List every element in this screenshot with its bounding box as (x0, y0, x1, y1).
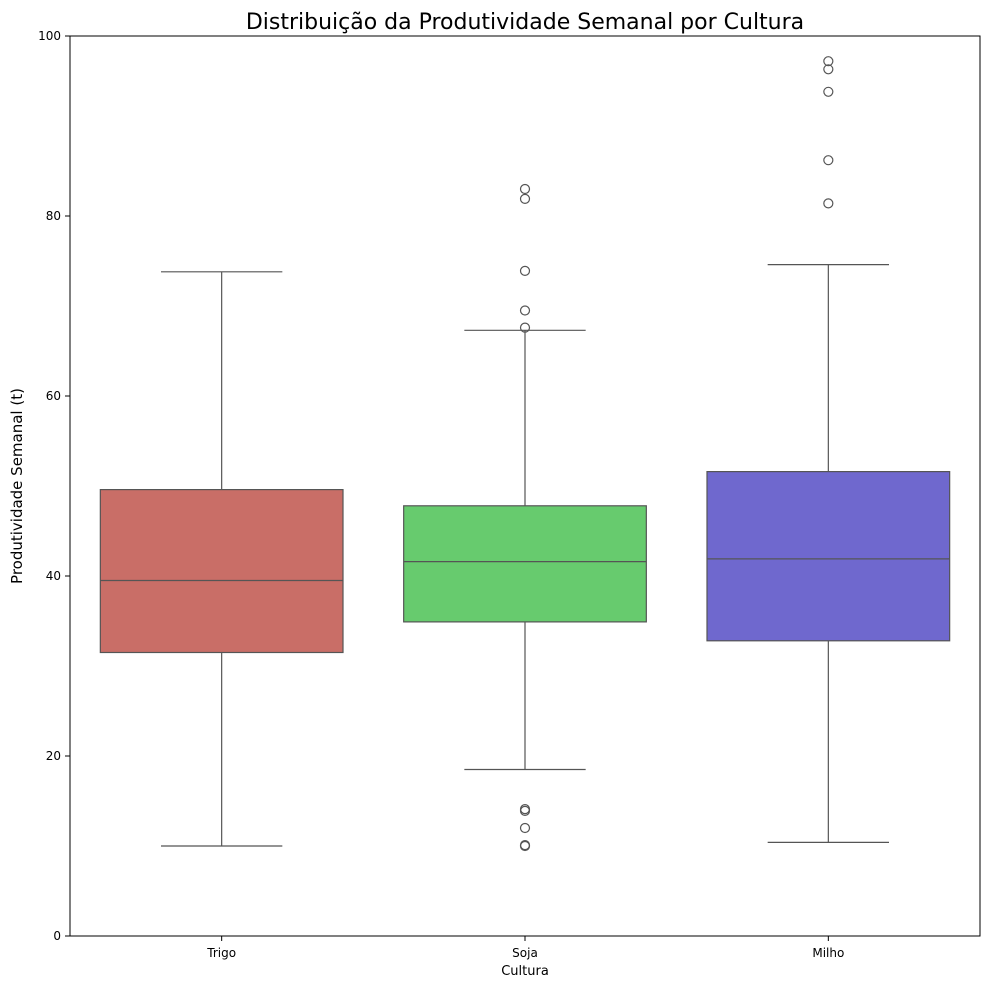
outlier-point (519, 265, 531, 276)
box-group-trigo (99, 271, 344, 847)
outlier-point (823, 64, 834, 75)
y-tick-label: 100 (38, 29, 61, 43)
box-iqr (706, 471, 951, 642)
outlier-point (519, 822, 531, 834)
y-tick-label: 40 (46, 569, 61, 583)
y-tick-label: 0 (53, 929, 61, 943)
box-group-milho (706, 56, 951, 844)
outlier-point (823, 56, 834, 67)
box-group-soja (403, 183, 647, 852)
y-tick-label: 80 (46, 209, 61, 223)
y-axis-label: Produtividade Semanal (t) (8, 388, 26, 584)
chart-title: Distribuição da Produtividade Semanal po… (246, 10, 804, 35)
boxes-layer (99, 56, 951, 852)
box-iqr (403, 505, 647, 623)
outlier-point (519, 193, 531, 204)
x-tick-label: Soja (512, 946, 538, 960)
axis-ticks-layer: 0 20 40 60 80 100 Trigo Soja Milho (38, 29, 844, 960)
x-axis-label: Cultura (501, 964, 549, 979)
outlier-point (823, 198, 834, 209)
outlier-point (519, 183, 531, 195)
y-tick-label: 20 (46, 749, 61, 763)
box-iqr (99, 489, 344, 654)
outlier-point (519, 305, 531, 316)
outlier-point (519, 840, 531, 852)
x-tick-label: Milho (812, 946, 844, 960)
outlier-point (823, 155, 834, 166)
y-tick-label: 60 (46, 389, 61, 403)
plot-area-frame (69, 35, 981, 937)
outlier-point (823, 86, 834, 97)
x-tick-label: Trigo (206, 946, 236, 960)
outlier-point (519, 805, 531, 817)
outlier-point (519, 322, 531, 333)
